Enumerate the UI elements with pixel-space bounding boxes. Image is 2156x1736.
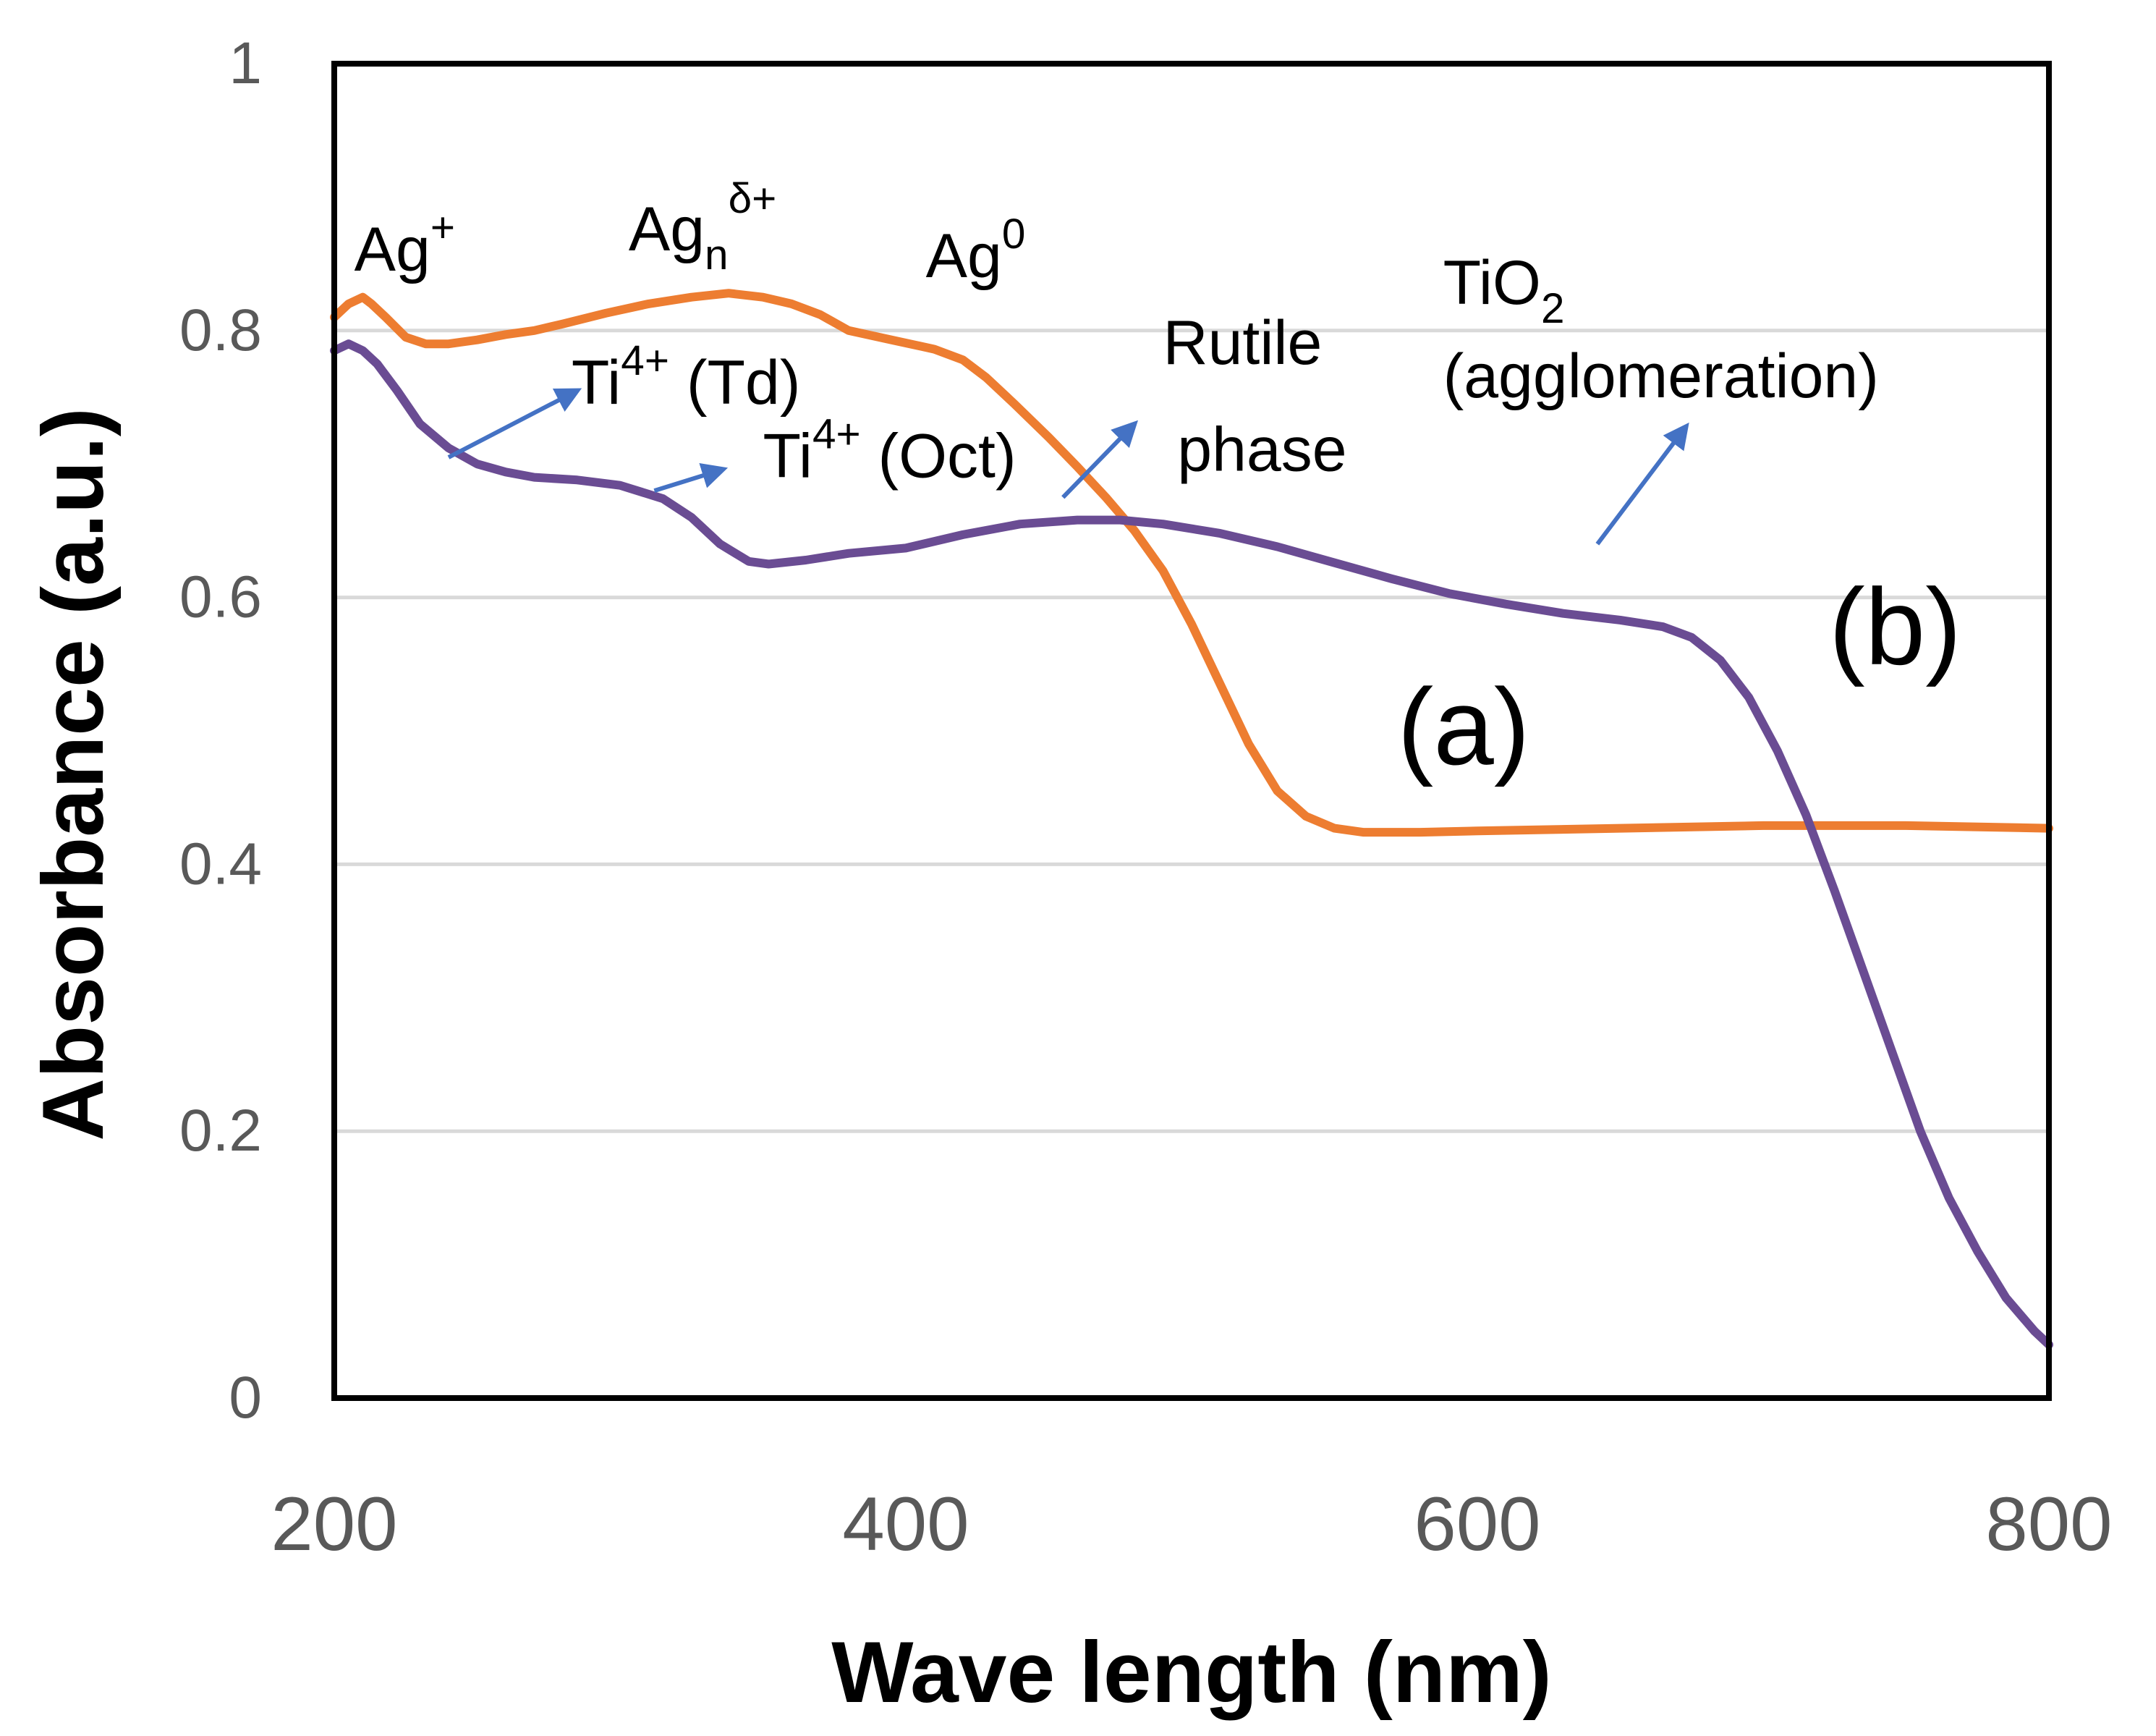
- annotation-label-a: (a): [1397, 666, 1529, 787]
- annotation-text: (agglomeration): [1443, 342, 1879, 411]
- annotation-superscript: 4+: [621, 337, 669, 384]
- annotation-ag-plus: Ag+: [355, 204, 455, 284]
- annotation-phase: phase: [1177, 415, 1346, 484]
- arrow-oct: [653, 462, 729, 493]
- series-line-a: [330, 289, 2053, 837]
- annotation-arrows: [447, 388, 1689, 546]
- arrow-rutile: [1061, 420, 1139, 499]
- x-tick-label: 200: [271, 1482, 397, 1567]
- annotation-text: (b): [1829, 566, 1961, 687]
- series-layer: [330, 289, 2053, 1350]
- y-axis-title: Absorbance (a.u.): [25, 407, 122, 1141]
- annotation-superscript: δ+: [729, 175, 777, 222]
- x-tick-label: 600: [1414, 1482, 1540, 1567]
- annotation-superscript: +: [430, 204, 455, 251]
- y-tick-label: 1: [229, 30, 262, 96]
- annotation-text: phase: [1177, 415, 1346, 484]
- annotation-agglomeration: (agglomeration): [1443, 342, 1879, 411]
- series-line-b: [330, 339, 2053, 1350]
- annotation-ag-zero: Ag0: [926, 211, 1026, 291]
- x-axis-title: Wave length (nm): [831, 1624, 1552, 1721]
- x-tick-label: 800: [1985, 1482, 2112, 1567]
- annotation-ti-oct: Ti4+ (Oct): [763, 411, 1017, 491]
- annotation-labels: Ag+ Agnδ+Ag0TiO2(agglomeration)Rutilephas…: [355, 175, 1962, 787]
- annotation-text: TiO: [1443, 248, 1541, 318]
- annotation-text: Ti: [763, 422, 812, 491]
- annotation-rutile: Rutile: [1163, 308, 1323, 378]
- annotation-text: (a): [1397, 666, 1529, 787]
- y-tick-labels: 0 0.2 0.4 0.6 0.8 1: [179, 30, 262, 1431]
- y-tick-label: 0.6: [179, 564, 262, 630]
- annotation-text: Ag: [629, 195, 705, 264]
- arrow-td: [447, 388, 582, 460]
- annotation-superscript: 4+: [812, 411, 861, 458]
- y-tick-label: 0.4: [179, 831, 262, 897]
- y-tick-label: 0: [229, 1365, 262, 1431]
- annotation-tio2: TiO2: [1443, 248, 1565, 332]
- x-tick-labels: 200 400 600 800: [271, 1482, 2112, 1567]
- annotation-text: Rutile: [1163, 308, 1323, 378]
- annotation-text: Ti: [572, 348, 621, 418]
- annotation-subscript: 2: [1541, 285, 1565, 332]
- annotation-text: Ag: [355, 215, 430, 284]
- y-tick-label: 0.2: [179, 1098, 262, 1164]
- arrow-tio2: [1595, 422, 1689, 546]
- annotation-text: Ag: [926, 221, 1002, 291]
- gridlines: [334, 329, 2049, 1133]
- annotation-superscript: 0: [1002, 211, 1026, 258]
- annotation-ag-n-delta: Agnδ+: [629, 175, 776, 279]
- annotation-text-after: (Td): [669, 348, 801, 418]
- annotation-text-after: (Oct): [861, 422, 1017, 491]
- annotation-label-b: (b): [1829, 566, 1961, 687]
- y-tick-label: 0.8: [179, 297, 262, 363]
- annotation-subscript: n: [705, 232, 729, 279]
- plot-frame: [331, 61, 2052, 1401]
- x-tick-label: 400: [842, 1482, 969, 1567]
- annotation-ti-td: Ti4+ (Td): [572, 337, 801, 418]
